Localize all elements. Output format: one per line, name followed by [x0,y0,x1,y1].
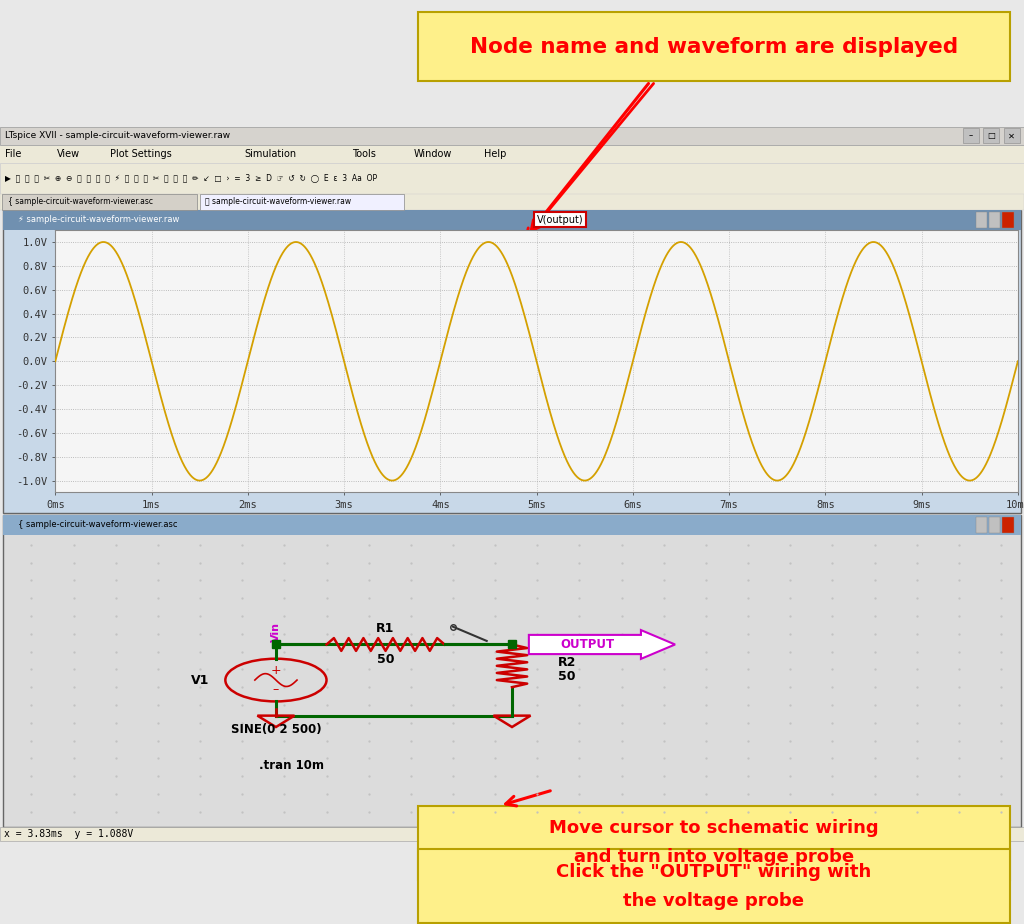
Text: x = 3.83ms  y = 1.088V: x = 3.83ms y = 1.088V [4,829,133,839]
Text: ⚡ sample-circuit-waveform-viewer.raw: ⚡ sample-circuit-waveform-viewer.raw [18,215,180,225]
Bar [2,194,197,210]
Bar [0,146,1024,163]
Text: { sample-circuit-waveform-viewer.asc: { sample-circuit-waveform-viewer.asc [8,198,154,206]
Bar [0,127,1024,145]
Bar [3,210,1021,513]
Text: File: File [5,150,22,159]
Bar [1002,212,1014,228]
FancyBboxPatch shape [528,630,675,659]
Bar [976,212,987,228]
Text: { sample-circuit-waveform-viewer.asc: { sample-circuit-waveform-viewer.asc [18,520,178,529]
Text: Node name and waveform are displayed: Node name and waveform are displayed [470,37,957,56]
Text: Window: Window [414,150,452,159]
Bar [418,806,1010,880]
Text: LTspice XVII - sample-circuit-waveform-viewer.raw: LTspice XVII - sample-circuit-waveform-v… [5,131,230,140]
Text: Tools: Tools [352,150,376,159]
Bar [963,128,979,143]
Bar [200,194,404,210]
Text: ▶  ⬛  💾  🔧  ✂  ⊕  ⊖  🔍  🔍  🔍  🔲  ⚡  📋  📋  📋  ✂  📤  📤  📂  ✏  ↙  □  ›  =  3  ≥  D : ▶ ⬛ 💾 🔧 ✂ ⊕ ⊖ 🔍 🔍 🔍 🔲 ⚡ 📋 📋 📋 ✂ 📤 📤 📂 ✏ … [5,174,377,183]
Bar [3,515,1021,535]
Bar [983,128,999,143]
Bar [0,827,1024,841]
Bar [1004,128,1020,143]
Text: Move cursor to schematic wiring
and turn into voltage probe: Move cursor to schematic wiring and turn… [549,819,879,867]
Bar [0,194,1024,210]
Text: ✕: ✕ [1009,131,1015,140]
Text: Click the "OUTPUT" wiring with
the voltage probe: Click the "OUTPUT" wiring with the volta… [556,862,871,910]
Text: Vin: Vin [271,622,281,642]
Bar [989,517,1000,533]
Text: V(output): V(output) [537,214,584,225]
Text: –: – [272,684,280,697]
Text: 50: 50 [377,653,394,666]
Text: SINE(0 2 500): SINE(0 2 500) [230,723,322,736]
Text: Help: Help [484,150,507,159]
Bar [0,163,1024,194]
Text: R1: R1 [377,622,394,635]
Text: +: + [270,663,282,676]
Text: OUTPUT: OUTPUT [561,638,615,651]
Text: Plot Settings: Plot Settings [110,150,171,159]
Text: Simulation: Simulation [245,150,297,159]
Text: View: View [57,150,81,159]
Bar [418,849,1010,923]
Bar [989,212,1000,228]
Bar [3,210,1021,230]
Text: 50: 50 [558,670,575,683]
Bar [976,517,987,533]
Bar [1002,517,1014,533]
Text: 📊 sample-circuit-waveform-viewer.raw: 📊 sample-circuit-waveform-viewer.raw [205,198,351,206]
Bar [418,12,1010,81]
Text: .tran 10m: .tran 10m [259,759,324,772]
Bar [3,515,1021,827]
Text: R2: R2 [558,656,577,669]
Text: V1: V1 [190,674,209,687]
Text: –: – [969,131,973,140]
Text: □: □ [987,131,995,140]
